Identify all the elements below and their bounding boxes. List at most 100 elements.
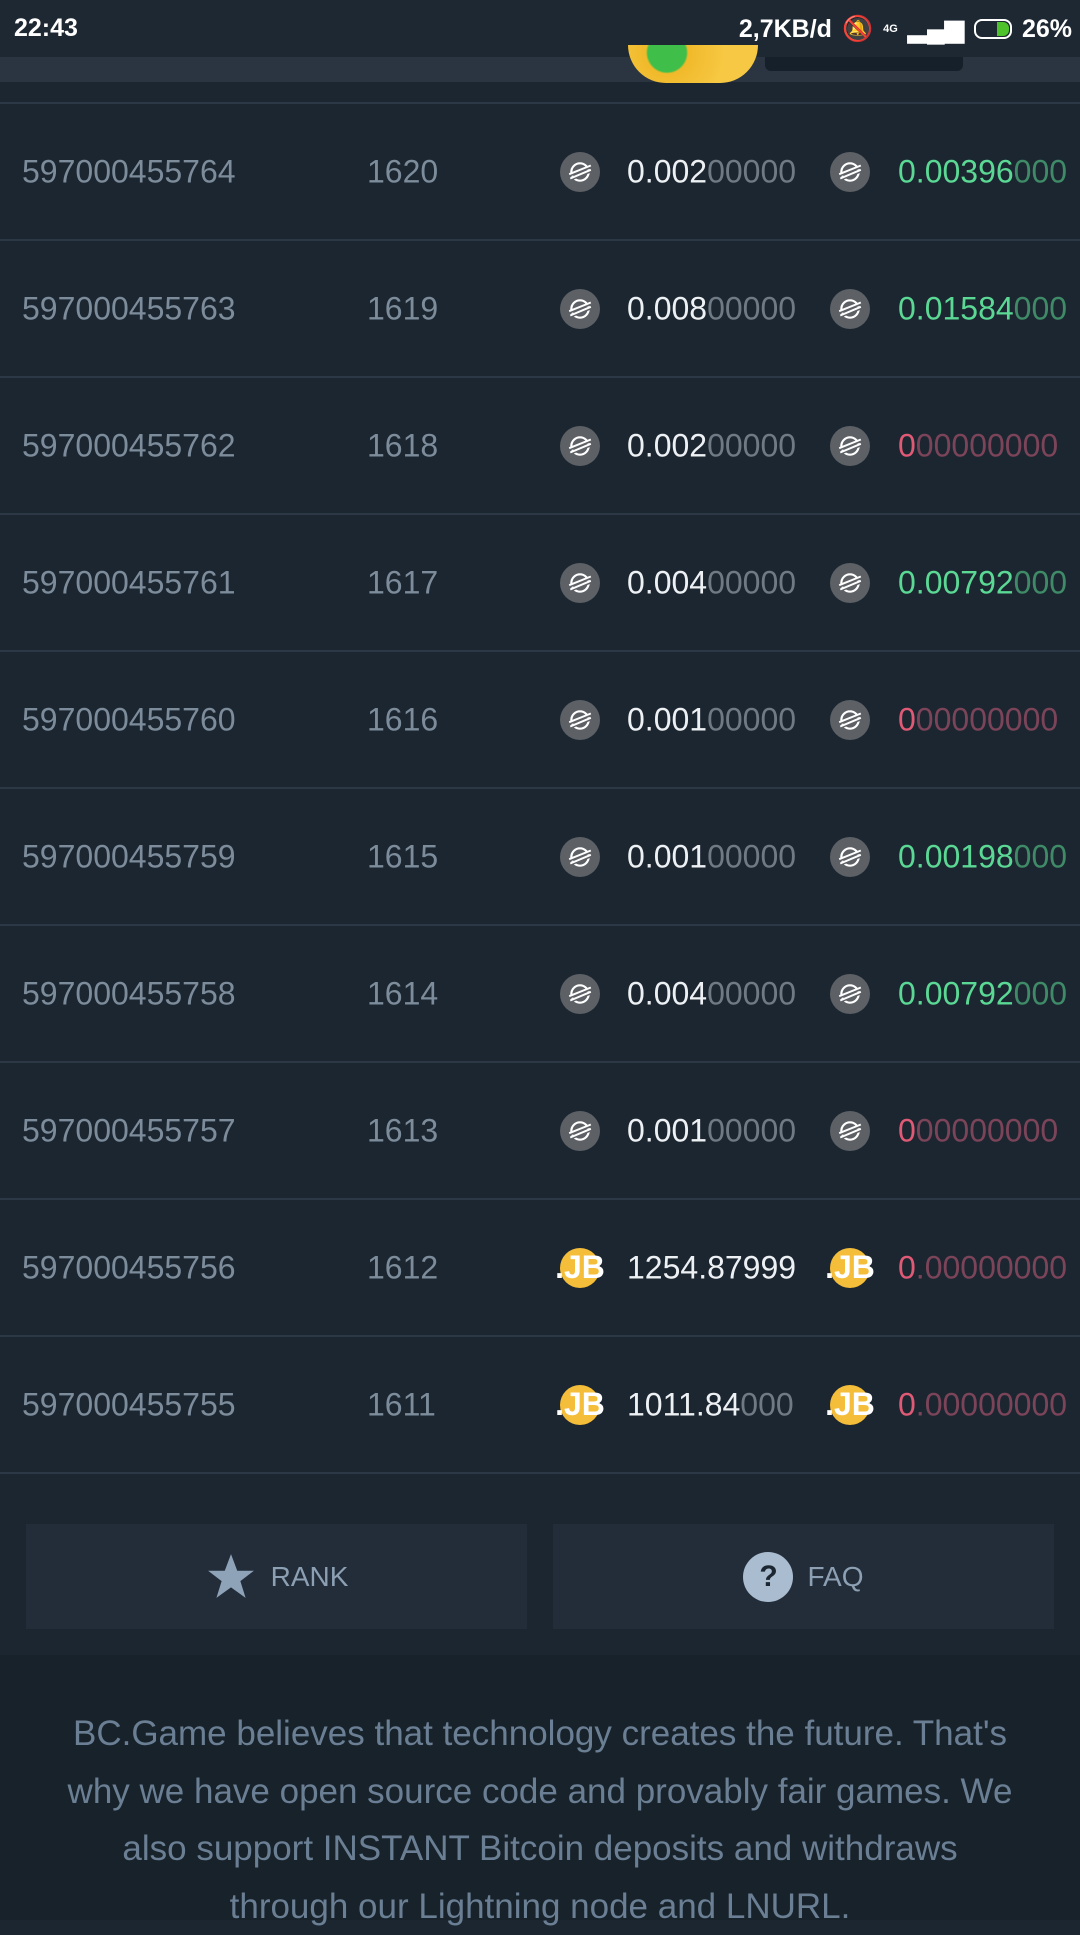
payout-trailing: 00000000 [915,701,1059,737]
stellar-icon [830,562,870,603]
payout-amount: 000000000 [898,1112,1058,1149]
jb-coin-icon: .JB [555,1247,605,1288]
bet-id[interactable]: 597000455763 [22,290,236,326]
payout-main: 0 [898,427,916,463]
bet-amount: 1011.84000 [627,1386,794,1423]
clock: 22:43 [14,14,78,42]
stellar-icon [830,425,870,466]
bet-id[interactable]: 597000455755 [22,1386,236,1422]
stellar-icon [560,151,600,192]
table-row[interactable]: 597000455758 1614 0.00400000 0.00792000 [0,926,1080,1063]
rank-label: RANK [270,1560,349,1592]
table-row[interactable]: 597000455756 1612 .JB 1254.87999 .JB 0.0… [0,1200,1080,1337]
bet-number: 1613 [367,1112,439,1148]
bet-number: 1615 [367,838,439,874]
stellar-icon [830,288,870,329]
table-row[interactable]: 597000455764 1620 0.00200000 0.00396000 [0,104,1080,241]
payout-main: 0 [898,1386,916,1422]
payout-amount: 0.00000000 [898,1386,1067,1423]
bet-number: 1611 [367,1386,436,1422]
bet-number: 1618 [367,427,439,463]
bet-number: 1614 [367,975,439,1011]
amount-main: 0.001 [627,1112,708,1148]
table-row[interactable]: 597000455761 1617 0.00400000 0.00792000 [0,515,1080,652]
amount-trailing: 00000 [707,564,797,600]
amount-main: 1011.84 [627,1386,741,1422]
payout-amount: 000000000 [898,701,1058,738]
stellar-icon [560,288,600,329]
footer-text: BC.Game believes that technology creates… [67,1714,1013,1926]
stellar-icon [560,973,600,1014]
payout-amount: 0.00000000 [898,1249,1067,1286]
bet-id[interactable]: 597000455758 [22,975,236,1011]
bet-amount: 0.00200000 [627,427,796,464]
amount-main: 0.001 [627,838,708,874]
bet-id[interactable]: 597000455762 [22,427,236,463]
amount-trailing: 00000 [707,153,797,189]
amount-main: 0.004 [627,564,708,600]
payout-trailing: 00000000 [915,1112,1059,1148]
rank-button[interactable]: RANK [26,1524,527,1629]
payout-trailing: 00000000 [915,427,1059,463]
bet-id[interactable]: 597000455759 [22,838,236,874]
network-type: 4G [883,23,898,35]
bet-amount: 0.00400000 [627,975,796,1012]
payout-main: 0 [898,1112,916,1148]
table-row[interactable]: 597000455763 1619 0.00800000 0.01584000 [0,241,1080,378]
question-icon: ? [743,1551,794,1602]
amount-main: 0.002 [627,427,708,463]
amount-main: 0.008 [627,290,708,326]
bet-id[interactable]: 597000455756 [22,1249,236,1285]
jb-coin-icon: .JB [825,1247,875,1288]
bet-amount: 0.00800000 [627,290,796,327]
payout-main: 0.00396 [898,153,1014,189]
data-rate: 2,7KB/d [738,14,832,43]
amount-main: 0.001 [627,701,708,737]
payout-main: 0.00792 [898,975,1014,1011]
payout-amount: 000000000 [898,427,1058,464]
faq-label: FAQ [807,1560,864,1592]
payout-trailing: 000 [1013,838,1068,874]
bet-amount: 0.00400000 [627,564,796,601]
bet-id[interactable]: 597000455761 [22,564,236,600]
table-row[interactable]: 597000455760 1616 0.00100000 000000000 [0,652,1080,789]
payout-main: 0 [898,701,916,737]
table-row[interactable]: 597000455762 1618 0.00200000 000000000 [0,378,1080,515]
table-row[interactable]: 597000455759 1615 0.00100000 0.00198000 [0,789,1080,926]
bet-amount: 0.00200000 [627,153,796,190]
status-bar: 22:43 2,7KB/d 🔕 4G ▂▄▆ 26% [0,0,1080,57]
bet-amount: 0.00100000 [627,701,796,738]
bet-amount: 1254.87999 [627,1249,796,1286]
signal-icon: ▂▄▆ [907,15,964,43]
battery-icon [973,19,1012,39]
table-row[interactable]: 597000455755 1611 .JB 1011.84000 .JB 0.0… [0,1337,1080,1474]
bet-id[interactable]: 597000455760 [22,701,236,737]
bet-id[interactable]: 597000455757 [22,1112,236,1148]
bet-id[interactable]: 597000455764 [22,153,236,189]
payout-main: 0.01584 [898,290,1014,326]
payout-trailing: .00000000 [915,1386,1068,1422]
payout-trailing: 000 [1013,564,1068,600]
amount-trailing: 00000 [707,701,797,737]
amount-trailing: 00000 [707,1112,797,1148]
bet-number: 1616 [367,701,439,737]
stellar-icon [560,836,600,877]
notifications-muted-icon: 🔕 [841,14,874,43]
bet-amount: 0.00100000 [627,1112,796,1149]
table-row[interactable]: 597000455757 1613 0.00100000 000000000 [0,1063,1080,1200]
payout-amount: 0.00792000 [898,564,1067,601]
faq-button[interactable]: ? FAQ [553,1524,1054,1629]
jb-coin-icon: .JB [555,1384,605,1425]
amount-trailing: 00000 [707,838,797,874]
amount-trailing: 00000 [707,290,797,326]
star-icon [207,1553,254,1598]
amount-main: 0.002 [627,153,708,189]
amount-main: 1254.87999 [627,1249,797,1285]
tab-group[interactable] [765,57,963,71]
stellar-icon [560,562,600,603]
amount-trailing: 00000 [707,427,797,463]
payout-amount: 0.01584000 [898,290,1067,327]
payout-trailing: 000 [1013,290,1068,326]
bet-amount: 0.00100000 [627,838,796,875]
bet-number: 1619 [367,290,439,326]
